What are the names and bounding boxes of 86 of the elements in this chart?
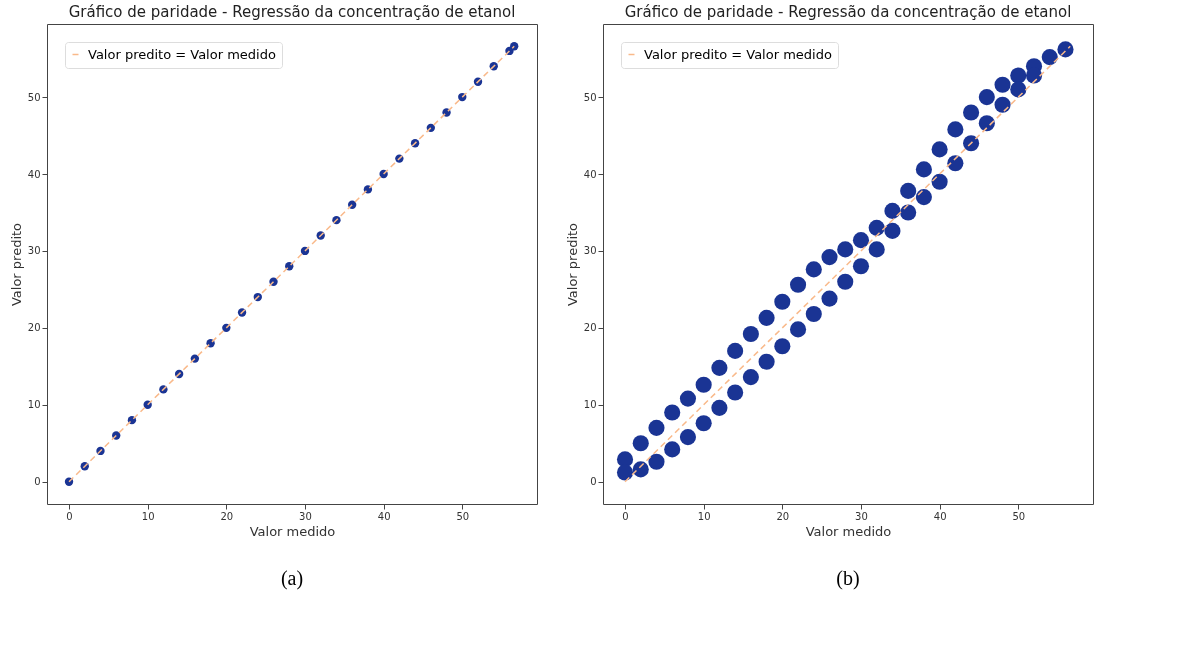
y-tick-label: 40 <box>583 168 597 180</box>
point <box>632 435 649 452</box>
point <box>994 96 1011 113</box>
y-tick-label: 10 <box>27 399 41 411</box>
y-tick-label: 40 <box>27 168 41 180</box>
x-tick-label: 30 <box>855 510 868 522</box>
point <box>789 321 807 338</box>
point <box>648 453 665 470</box>
point <box>695 415 712 432</box>
point <box>758 309 775 326</box>
point <box>963 104 980 121</box>
point <box>727 342 744 359</box>
y-tick-label: 10 <box>583 399 597 411</box>
point <box>852 258 870 275</box>
point <box>742 369 759 386</box>
y-tick-label: 20 <box>27 322 41 334</box>
point <box>868 241 885 258</box>
point <box>727 384 744 401</box>
point <box>915 161 932 178</box>
x-tick-label: 20 <box>220 510 234 522</box>
point <box>868 219 885 236</box>
point <box>695 376 712 393</box>
x-tick-label: 50 <box>1012 510 1026 522</box>
y-axis-title: Valor predito <box>564 222 580 307</box>
x-axis-title: Valor medido <box>249 523 336 539</box>
x-tick-label: 30 <box>299 510 312 522</box>
point <box>805 261 822 278</box>
point <box>963 135 980 152</box>
point <box>915 189 932 206</box>
point <box>1010 67 1027 84</box>
point <box>616 464 634 481</box>
point <box>931 141 948 158</box>
point <box>821 249 838 266</box>
point <box>900 204 917 221</box>
point <box>648 419 665 436</box>
y-tick-label: 30 <box>27 245 41 257</box>
x-axis-title: Valor medido <box>805 523 892 539</box>
x-tick-label: 50 <box>456 510 470 522</box>
legend-label: Valor predito = Valor medido <box>644 46 832 62</box>
point <box>947 121 964 138</box>
point <box>805 305 822 323</box>
point <box>884 202 901 219</box>
x-tick-label: 40 <box>933 510 947 522</box>
point <box>1010 81 1027 98</box>
point <box>711 399 728 416</box>
point <box>774 338 791 355</box>
point <box>931 173 948 190</box>
point <box>711 359 728 376</box>
y-tick-label: 0 <box>34 476 41 488</box>
point <box>994 76 1011 93</box>
point <box>664 441 681 458</box>
point <box>837 241 854 258</box>
x-tick-label: 40 <box>377 510 391 522</box>
y-axis-title: Valor predito <box>8 222 24 307</box>
y-tick-label: 30 <box>583 245 597 257</box>
x-tick-label: 10 <box>141 510 155 522</box>
y-tick-label: 20 <box>583 322 597 334</box>
y-tick-label: 0 <box>590 476 597 488</box>
chart-title: Gráfico de paridade - Regressão da concentração de etanol <box>68 3 516 21</box>
point <box>1057 41 1074 58</box>
point <box>852 232 870 249</box>
point <box>679 429 697 446</box>
y-tick-label: 50 <box>27 91 41 103</box>
point <box>978 115 995 132</box>
point <box>742 325 759 343</box>
point <box>789 276 807 293</box>
x-tick-label: 0 <box>66 510 73 522</box>
text: (a) <box>280 567 304 590</box>
point <box>510 42 519 51</box>
point <box>884 222 901 239</box>
chart-title: Gráfico de paridade - Regressão da concentração de etanol <box>624 3 1072 21</box>
point <box>900 182 917 199</box>
x-tick-label: 10 <box>697 510 711 522</box>
x-tick-label: 20 <box>776 510 790 522</box>
point <box>1041 49 1058 66</box>
point <box>821 290 838 307</box>
point <box>664 404 681 421</box>
point <box>679 390 697 407</box>
legend-label: Valor predito = Valor medido <box>88 46 276 62</box>
point <box>758 353 775 370</box>
text: (b) <box>836 567 860 590</box>
x-tick-label: 0 <box>622 510 629 522</box>
point <box>837 273 854 290</box>
point <box>774 293 791 310</box>
y-tick-label: 50 <box>583 91 597 103</box>
point <box>978 89 995 106</box>
